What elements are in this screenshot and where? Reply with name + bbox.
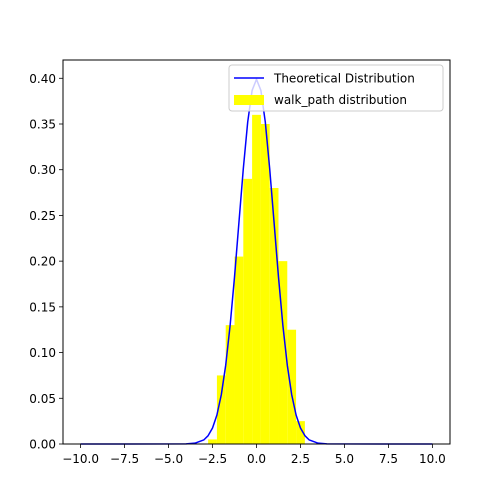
- x-tick-label: 2.5: [291, 452, 310, 466]
- y-tick-label: 0.25: [29, 209, 56, 223]
- y-tick-label: 0.30: [29, 163, 56, 177]
- legend: Theoretical Distribution walk_path distri…: [228, 64, 444, 112]
- x-tick-label: 0.0: [247, 452, 266, 466]
- histogram-bar: [234, 256, 244, 444]
- histogram-layer: [208, 114, 305, 444]
- y-tick-label: 0.20: [29, 255, 56, 269]
- y-tick-label: 0.40: [29, 72, 56, 86]
- x-tick-label: −5.0: [154, 452, 183, 466]
- histogram-bar: [278, 261, 288, 444]
- x-tick-label: −7.5: [110, 452, 139, 466]
- legend-swatch-walk-path: [234, 95, 264, 105]
- legend-label-walk-path: walk_path distribution: [274, 93, 407, 107]
- y-tick-label: 0.05: [29, 392, 56, 406]
- legend-box: [228, 64, 444, 112]
- x-tick-label: 5.0: [335, 452, 354, 466]
- y-tick-label: 0.00: [29, 438, 56, 452]
- x-tick-label: 10.0: [419, 452, 446, 466]
- y-tick-label: 0.15: [29, 300, 56, 314]
- axes-layer: −10.0 −7.5 −5.0 −2.5 0.0 2.5 5.0 7.5 10.0 0.00 0.0…: [29, 59, 451, 466]
- x-tick-label: 7.5: [379, 452, 398, 466]
- y-tick-label: 0.10: [29, 346, 56, 360]
- legend-label-theoretical: Theoretical Distribution: [273, 72, 415, 86]
- x-tick-label: −2.5: [198, 452, 227, 466]
- histogram-bar: [208, 439, 217, 444]
- x-tick-label: −10.0: [62, 452, 99, 466]
- histogram-bar: [260, 124, 270, 444]
- histogram-bar: [225, 325, 235, 444]
- histogram-bar: [216, 375, 226, 444]
- histogram-bar: [243, 178, 253, 444]
- y-tick-label: 0.35: [29, 118, 56, 132]
- histogram-bar: [269, 188, 279, 444]
- histogram-bar: [252, 114, 261, 444]
- histogram-bar: [287, 329, 297, 444]
- histogram-bar: [296, 421, 305, 444]
